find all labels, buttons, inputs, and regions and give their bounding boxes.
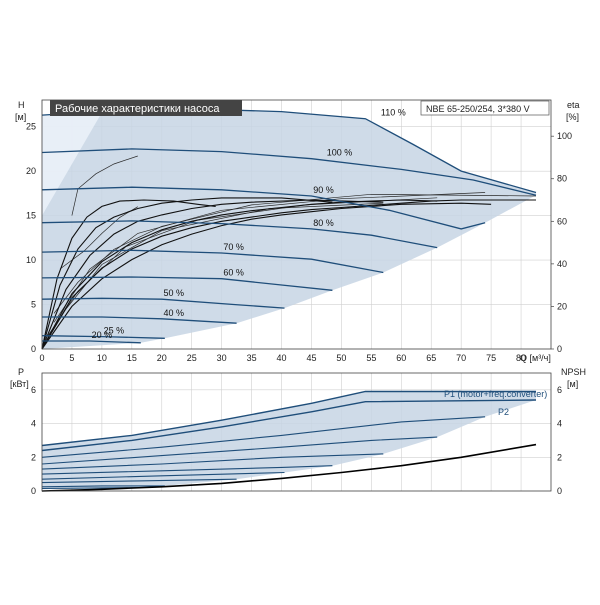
efficiency-curve <box>41 199 216 350</box>
p2-series-label: P2 <box>498 407 509 417</box>
speed-curve-label: 40 % <box>164 308 185 318</box>
title-box <box>50 100 242 116</box>
power-curve <box>41 465 333 475</box>
speed-curve-label: 90 % <box>313 185 334 195</box>
speed-curve-label: 20 % <box>92 330 113 340</box>
speed-curve-label: 25 % <box>104 326 125 336</box>
system-curve-line <box>53 193 537 314</box>
efficiency-curve <box>41 197 333 350</box>
x-tick-label: 80 <box>516 353 526 363</box>
x-axis-title: Q [м³/ч] <box>520 353 551 363</box>
p1-series-label: P1 (motor+freq.converter) <box>444 389 547 399</box>
power-curve <box>41 471 285 480</box>
speed-curve-label: 50 % <box>164 288 185 298</box>
x-tick-label: 40 <box>277 353 287 363</box>
speed-curve <box>41 186 486 230</box>
power-curve <box>41 453 384 470</box>
eta-tick-label: 0 <box>557 344 562 354</box>
x-tick-label: 65 <box>426 353 436 363</box>
efficiency-curve <box>41 199 384 350</box>
head-tick-label: 15 <box>26 211 36 221</box>
speed-curve-label: 60 % <box>223 268 244 278</box>
efficiency-curve <box>41 202 492 350</box>
speed-curve-label: 110 % <box>381 108 406 118</box>
speed-curve <box>41 335 165 339</box>
top-chart-frame <box>41 99 552 350</box>
npsh-curve <box>41 443 537 492</box>
speed-curve <box>41 276 333 291</box>
speed-curve <box>41 249 384 274</box>
head-tick-label: 20 <box>26 166 36 176</box>
power-series-line <box>41 390 536 447</box>
npsh-tick-label: 4 <box>557 419 562 429</box>
power-series-line <box>41 399 537 452</box>
speed-curve <box>41 297 285 309</box>
operating-area-shade <box>42 108 536 350</box>
x-tick-label: 5 <box>69 353 74 363</box>
power-axis-title: P <box>18 367 24 377</box>
head-tick-label: 10 <box>26 255 36 265</box>
x-tick-label: 50 <box>336 353 346 363</box>
speed-curve <box>41 220 438 249</box>
power-curve <box>41 416 486 458</box>
x-tick-label: 30 <box>217 353 227 363</box>
x-tick-label: 75 <box>486 353 496 363</box>
head-tick-label: 0 <box>31 344 36 354</box>
x-tick-label: 45 <box>306 353 316 363</box>
power-curve <box>41 478 237 484</box>
head-tick-label: 25 <box>26 122 36 132</box>
x-tick-label: 70 <box>456 353 466 363</box>
speed-curve <box>42 316 237 324</box>
x-tick-label: 60 <box>396 353 406 363</box>
power-curve <box>41 436 438 465</box>
y-axis-right-title: eta <box>567 100 580 110</box>
head-tick-label: 5 <box>31 300 36 310</box>
eta-tick-label: 60 <box>557 216 567 226</box>
eta-tick-label: 20 <box>557 301 567 311</box>
npsh-tick-label: 0 <box>557 486 562 496</box>
x-tick-label: 0 <box>39 353 44 363</box>
bottom-chart-frame <box>41 372 552 492</box>
eta-tick-label: 100 <box>557 131 572 141</box>
speed-curve-label: 80 % <box>313 218 334 228</box>
power-tick-label: 4 <box>31 419 36 429</box>
power-tick-label: 2 <box>31 452 36 462</box>
power-tick-label: 0 <box>31 486 36 496</box>
npsh-axis-title: NPSH <box>561 367 586 377</box>
efficiency-curve <box>41 199 536 350</box>
y-axis-left-unit: [м] <box>15 112 26 122</box>
y-axis-right-unit: [%] <box>566 112 579 122</box>
power-tick-label: 6 <box>31 385 36 395</box>
x-tick-label: 15 <box>127 353 137 363</box>
npsh-axis-unit: [м] <box>567 379 578 389</box>
speed-curve <box>42 340 141 344</box>
speed-curve-label: 70 % <box>223 242 244 252</box>
model-label-box <box>420 100 550 116</box>
chart-title: Рабочие характеристики насоса <box>55 103 220 115</box>
bottom-chart-power-area <box>42 391 536 490</box>
npsh-tick-label: 6 <box>557 385 562 395</box>
npsh-tick-label: 2 <box>557 452 562 462</box>
y-axis-left-title: H <box>18 100 25 110</box>
power-axis-unit: [кВт] <box>10 379 29 389</box>
x-tick-label: 10 <box>97 353 107 363</box>
x-tick-label: 20 <box>157 353 167 363</box>
system-curve-line <box>71 155 138 216</box>
x-tick-label: 55 <box>366 353 376 363</box>
speed-curve <box>41 148 537 196</box>
power-area-shade <box>42 391 536 490</box>
bottom-chart-curves <box>41 390 537 492</box>
model-label: NBE 65-250/254, 3*380 V <box>426 104 530 114</box>
eta-tick-label: 40 <box>557 259 567 269</box>
power-curve <box>41 485 165 488</box>
system-curve-line <box>59 206 138 270</box>
x-tick-label: 25 <box>187 353 197 363</box>
x-tick-label: 35 <box>247 353 257 363</box>
eta-tick-label: 80 <box>557 174 567 184</box>
speed-curve-label: 100 % <box>327 148 353 158</box>
